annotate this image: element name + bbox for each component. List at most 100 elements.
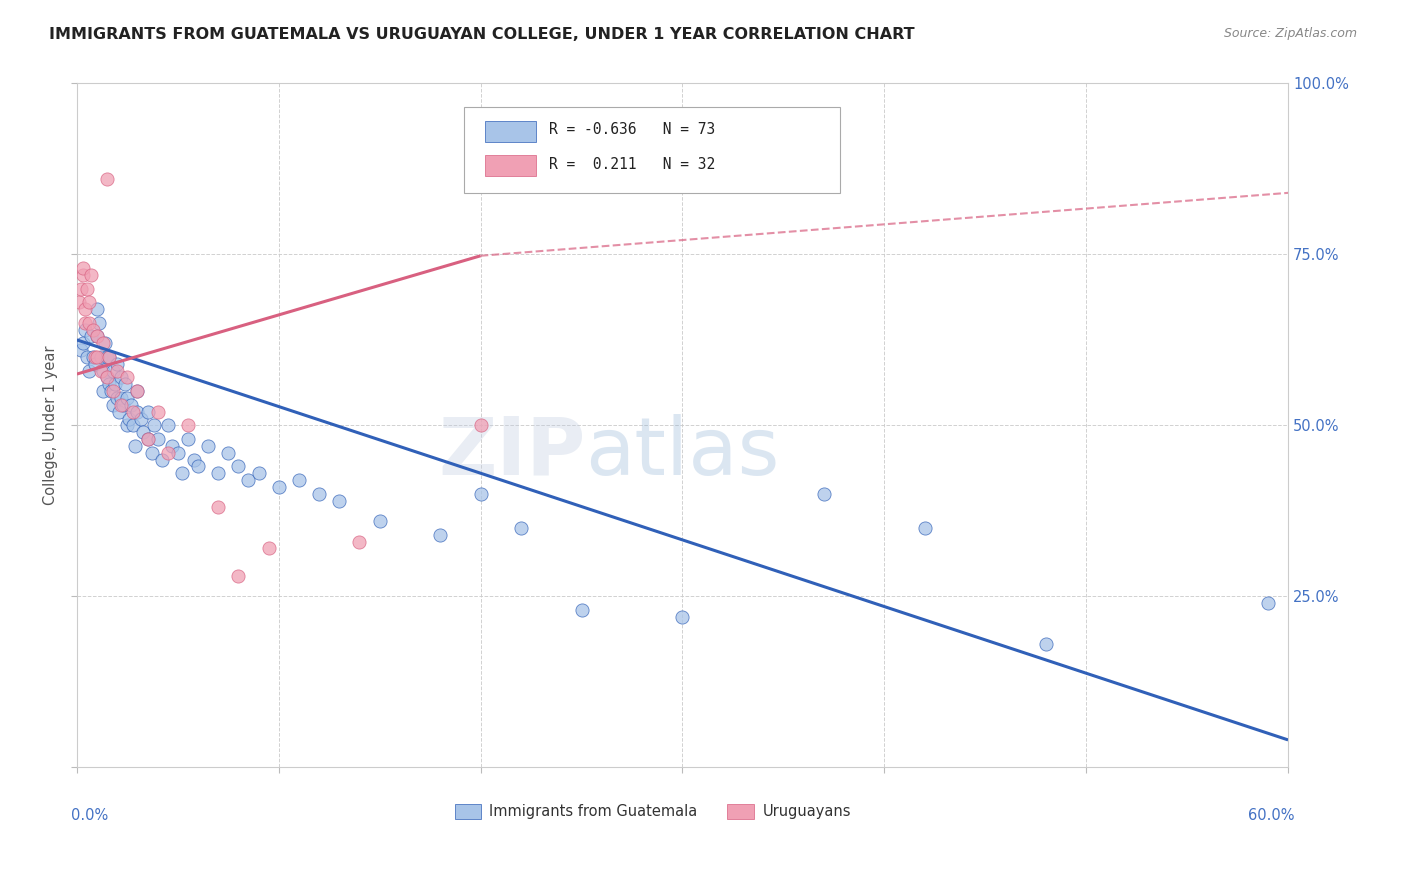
Point [136,432,159,446]
Point [90,364,112,378]
Point [77,316,100,330]
Point [76,282,98,296]
Point [136,405,159,419]
Point [67,295,90,310]
Point [146,432,169,446]
Point [70,282,93,296]
Point [103,398,125,412]
Point [187,459,209,474]
Point [571,603,593,617]
Point [70,343,93,358]
Point [103,384,125,399]
Point [183,452,205,467]
Point [118,411,141,425]
Point [100,384,122,399]
Point [228,569,250,583]
Point [77,364,100,378]
Point [127,384,149,399]
Point [86,350,108,364]
Point [90,350,112,364]
Point [136,432,159,446]
Point [170,467,193,481]
Point [86,302,108,317]
Point [98,350,121,364]
Point [510,521,533,535]
Point [91,384,114,399]
Text: 0.0%: 0.0% [70,808,108,823]
Point [112,398,135,412]
Point [114,377,136,392]
Point [76,350,98,364]
Point [96,172,118,186]
Point [80,268,103,282]
Y-axis label: College, Under 1 year: College, Under 1 year [44,345,58,505]
Point [117,391,139,405]
Point [127,384,149,399]
Point [288,473,311,487]
Point [207,467,229,481]
Point [671,610,693,624]
Point [122,405,145,419]
Point [77,295,100,310]
Point [257,541,280,556]
Point [914,521,936,535]
Point [197,439,219,453]
Point [82,350,104,364]
Text: Source: ZipAtlas.com: Source: ZipAtlas.com [1223,27,1357,40]
Point [328,493,350,508]
Point [80,329,103,343]
Point [238,473,260,487]
Point [228,459,250,474]
Text: atlas: atlas [585,414,780,491]
Point [308,487,330,501]
Point [1257,596,1279,610]
Point [98,350,121,364]
Point [349,534,371,549]
Point [127,405,149,419]
Point [1035,637,1057,651]
Point [72,268,94,282]
Text: IMMIGRANTS FROM GUATEMALA VS URUGUAYAN COLLEGE, UNDER 1 YEAR CORRELATION CHART: IMMIGRANTS FROM GUATEMALA VS URUGUAYAN C… [49,27,915,42]
Point [110,391,132,405]
Point [96,350,118,364]
Text: R =  0.211   N = 32: R = 0.211 N = 32 [550,157,716,171]
Point [177,432,200,446]
Point [368,514,391,528]
Point [105,391,128,405]
Point [72,336,94,351]
Point [117,418,139,433]
Point [470,487,492,501]
Text: Immigrants from Guatemala: Immigrants from Guatemala [489,805,697,819]
Text: Uruguayans: Uruguayans [762,805,851,819]
Point [142,418,165,433]
Point [72,261,94,276]
Bar [727,805,754,819]
Point [105,364,128,378]
Point [82,323,104,337]
Point [247,467,270,481]
Point [156,446,179,460]
Point [150,452,173,467]
Point [217,446,239,460]
Text: 60.0%: 60.0% [1247,808,1294,823]
Bar [485,121,536,142]
Point [73,302,96,317]
Point [103,364,125,378]
Point [86,329,108,343]
Point [94,336,117,351]
Point [84,357,107,371]
Point [84,350,107,364]
Point [120,398,142,412]
Point [91,364,114,378]
Bar [485,155,536,176]
Point [131,411,153,425]
Point [87,316,110,330]
Point [96,370,118,384]
Point [96,370,118,384]
Point [207,500,229,515]
Text: ZIP: ZIP [439,414,585,491]
Point [146,405,169,419]
Point [117,370,139,384]
Point [124,439,146,453]
Point [122,418,145,433]
